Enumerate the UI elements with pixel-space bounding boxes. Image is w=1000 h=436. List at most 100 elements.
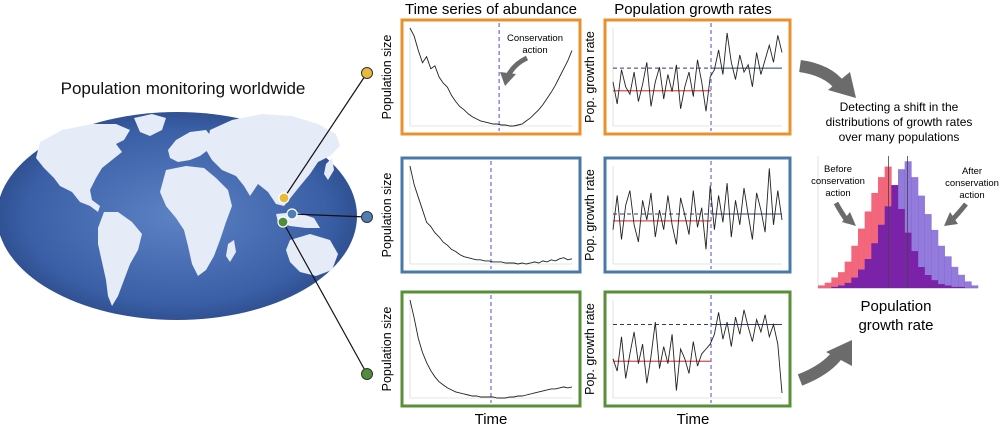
histogram-bar-before	[818, 285, 825, 288]
site-dot-1	[278, 192, 290, 204]
shift-arrow-bottom-head	[826, 340, 852, 366]
panel-frame	[603, 156, 792, 274]
before-label-line2: conservation	[811, 176, 865, 187]
panel-2: Pop. growth rate	[583, 18, 792, 136]
map-title: Population monitoring worldwide	[61, 79, 306, 98]
connector-line-2	[291, 213, 368, 218]
end-dot-1	[361, 67, 373, 79]
histogram-bar-after	[898, 169, 905, 209]
histogram-bar-before	[864, 211, 872, 259]
panel-6: Pop. growth rate	[583, 290, 792, 408]
panel-4: Pop. growth rate	[583, 156, 792, 274]
shift-arrow-top-shaft	[799, 60, 845, 90]
site-dot-2	[286, 208, 298, 220]
histogram-bar-overlap	[878, 224, 885, 288]
conservation-action-label-line2: action	[522, 45, 547, 56]
abundance-y-label: Population size	[380, 173, 394, 258]
conservation-action-label-line1: Conservation	[507, 33, 563, 44]
series-line	[612, 32, 783, 112]
histogram-bar-before	[871, 192, 879, 244]
histogram-bar-before	[844, 261, 852, 283]
panel-frame	[603, 18, 792, 136]
abundance-y-label: Population size	[380, 307, 394, 392]
histogram-bar-before	[838, 272, 845, 286]
panel-5: Population size	[380, 290, 582, 408]
continent-greenland	[134, 114, 166, 136]
connectors	[277, 67, 373, 380]
histogram-bar-overlap	[898, 208, 905, 288]
growth-y-label: Pop. growth rate	[583, 31, 597, 123]
continent-asia	[206, 114, 340, 206]
histogram-bar-after	[971, 285, 979, 288]
abundance-column-title: Time series of abundance	[405, 1, 577, 18]
growth-x-label: Time	[677, 411, 710, 428]
series-line	[612, 309, 783, 394]
connector-line-1	[283, 72, 368, 199]
site-dot-3	[277, 216, 289, 228]
histogram-bar-before	[831, 277, 839, 287]
histogram-bar-after	[938, 245, 945, 285]
shift-arrow-bottom-shaft	[797, 350, 843, 386]
histogram-bar-after	[918, 195, 925, 267]
histogram-bar-overlap	[951, 286, 959, 288]
shift-arrow-top-head	[828, 72, 856, 98]
histogram-bar-after	[964, 281, 972, 288]
panel-3: Population size	[380, 156, 582, 274]
series-line	[409, 299, 573, 399]
histogram-bar-overlap	[904, 232, 912, 288]
histogram-bar-overlap	[911, 251, 919, 288]
continent-europe	[168, 130, 214, 162]
series-line	[612, 168, 783, 250]
histogram-bar-overlap	[844, 282, 852, 288]
histogram-bar-before	[858, 228, 865, 270]
continent-australia	[286, 234, 338, 276]
abundance-y-label: Population size	[380, 35, 394, 120]
before-arrow-head	[842, 212, 856, 226]
series-line	[409, 27, 573, 127]
histogram-bar-overlap	[891, 185, 899, 288]
histogram-bar-after	[924, 214, 932, 275]
continent-south-america	[98, 212, 142, 306]
after-label-line1: After	[962, 166, 982, 177]
histogram-bar-after	[904, 161, 912, 233]
shift-text-line3: over many populations	[839, 130, 960, 144]
growth-y-label: Pop. growth rate	[583, 303, 597, 395]
growth-column-title: Population growth rates	[614, 1, 772, 18]
before-label-line1: Before	[824, 164, 852, 175]
island-madagascar	[226, 240, 236, 262]
histogram-bar-overlap	[851, 277, 859, 288]
histogram-bar-overlap	[858, 269, 865, 288]
histogram-bar-overlap	[931, 280, 939, 288]
histogram-xlabel-line2: growth rate	[858, 317, 933, 334]
histogram-bar-overlap	[871, 243, 879, 288]
histogram-bar-overlap	[918, 266, 925, 288]
end-dot-2	[361, 211, 373, 223]
conservation-arrow-head	[500, 72, 516, 86]
histogram-bar-before	[851, 245, 859, 278]
series-line	[409, 165, 573, 265]
panel-1: Population size	[380, 18, 582, 136]
end-dot-3	[361, 368, 373, 380]
histogram-bar-before	[878, 177, 885, 225]
connector-line-3	[282, 221, 368, 375]
histogram-bar-overlap	[838, 285, 845, 288]
histogram-bar-after	[931, 229, 939, 281]
shift-text-line2: distributions of growth rates	[826, 115, 973, 129]
histogram-bar-overlap	[831, 286, 839, 288]
continent-north-america	[36, 124, 130, 212]
after-arrow-shaft	[950, 202, 968, 222]
histogram-bar-before	[824, 282, 832, 288]
before-label-line3: action	[825, 188, 850, 199]
histogram-bar-overlap	[938, 284, 945, 288]
histogram-bar-after	[944, 256, 952, 286]
panel-frame	[400, 18, 582, 136]
histogram-bar-after	[911, 177, 919, 252]
panel-grid: Population size Pop. growth rate Populatio…	[380, 18, 792, 408]
after-arrow-head	[944, 212, 958, 226]
histogram-bar-overlap	[944, 285, 952, 288]
abundance-x-label: Time	[475, 411, 508, 428]
world-map	[0, 112, 357, 320]
after-label-line2: conservation	[945, 178, 999, 189]
histogram-bar-overlap	[924, 274, 932, 288]
shift-text-line1: Detecting a shift in the	[840, 100, 959, 114]
